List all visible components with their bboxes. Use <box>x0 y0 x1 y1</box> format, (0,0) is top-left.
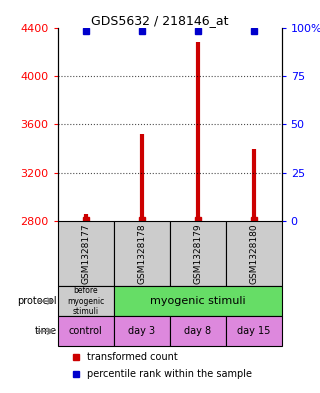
Text: day 15: day 15 <box>237 326 270 336</box>
Text: control: control <box>69 326 102 336</box>
Text: GSM1328179: GSM1328179 <box>193 223 202 284</box>
Text: time: time <box>34 326 56 336</box>
Text: GSM1328180: GSM1328180 <box>249 223 258 284</box>
Text: protocol: protocol <box>17 296 56 306</box>
FancyBboxPatch shape <box>170 221 226 286</box>
Text: transformed count: transformed count <box>87 352 178 362</box>
FancyBboxPatch shape <box>114 221 170 286</box>
Text: myogenic stimuli: myogenic stimuli <box>150 296 245 306</box>
FancyBboxPatch shape <box>226 316 282 346</box>
FancyBboxPatch shape <box>58 316 114 346</box>
Text: percentile rank within the sample: percentile rank within the sample <box>87 369 252 379</box>
Text: GSM1328177: GSM1328177 <box>81 223 90 284</box>
Text: day 3: day 3 <box>128 326 155 336</box>
FancyBboxPatch shape <box>170 316 226 346</box>
Text: day 8: day 8 <box>184 326 211 336</box>
FancyBboxPatch shape <box>58 286 114 316</box>
FancyBboxPatch shape <box>58 221 114 286</box>
Text: before
myogenic
stimuli: before myogenic stimuli <box>67 286 104 316</box>
FancyBboxPatch shape <box>114 286 282 316</box>
FancyBboxPatch shape <box>226 221 282 286</box>
Text: GSM1328178: GSM1328178 <box>137 223 146 284</box>
Text: GDS5632 / 218146_at: GDS5632 / 218146_at <box>91 14 229 27</box>
FancyBboxPatch shape <box>114 316 170 346</box>
